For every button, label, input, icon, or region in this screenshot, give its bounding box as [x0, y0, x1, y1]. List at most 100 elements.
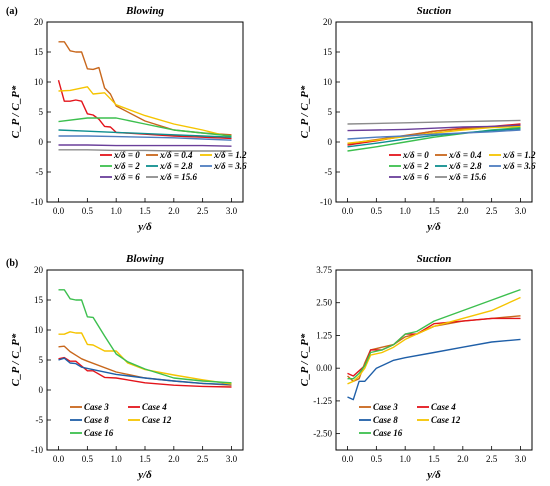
y-tick-label: -2.50: [313, 429, 332, 439]
chart-b-suction: 0.0 0.5 1.0 1.5 2.0 2.5 3.0 -2.50 -1.25 0.00 1.25 2…: [299, 253, 533, 481]
legend-label: x/δ = 0: [113, 150, 140, 160]
x-tick-label: 2.5: [197, 454, 209, 464]
chart-title: Suction: [417, 253, 452, 265]
x-axis-label: y/δ: [425, 221, 441, 233]
y-tick-label: 2.50: [316, 298, 332, 308]
x-tick-label: 0.5: [371, 206, 383, 216]
chart-b-blowing: 0.0 0.5 1.0 1.5 2.0 2.5 3.0 -10 -5 0 5 10 15 20 Blowin…: [10, 253, 244, 481]
y-tick-label: 3.75: [316, 265, 332, 275]
chart-title: Blowing: [125, 253, 164, 265]
y-tick-label: -10: [31, 445, 43, 455]
y-tick-label: 0: [39, 385, 44, 395]
y-tick-label: 10: [34, 325, 44, 335]
series-line-5: [347, 129, 521, 140]
panel-label-b: (b): [6, 258, 18, 269]
legend-label: x/δ = 1.2: [213, 150, 247, 160]
x-tick-label: 1.5: [428, 454, 440, 464]
y-tick-label: 5: [39, 107, 44, 117]
series-line-1: [58, 41, 232, 136]
legend-label: x/δ = 0.4: [448, 150, 482, 160]
series-line-5: [58, 135, 232, 141]
x-tick-label: 3.0: [226, 454, 238, 464]
x-tick-label: 1.0: [400, 206, 412, 216]
y-axis-label: C_P / C_P*: [10, 333, 22, 386]
series-line-4: [347, 288, 521, 380]
x-tick-label: 2.5: [486, 454, 498, 464]
series-line-7: [58, 149, 232, 152]
legend-label: Case 4: [142, 402, 167, 412]
legend-label: Case 8: [84, 415, 109, 425]
x-tick-label: 0.0: [342, 206, 354, 216]
y-tick-label: 15: [323, 47, 333, 57]
legend-label: x/δ = 15.6: [448, 172, 486, 182]
plot-frame: [335, 21, 533, 203]
series-line-2: [347, 125, 521, 144]
series-line-6: [347, 124, 521, 132]
series-line-6: [58, 144, 232, 147]
legend-label: Case 8: [373, 415, 398, 425]
x-tick-label: 1.5: [139, 206, 151, 216]
x-tick-label: 0.0: [342, 454, 354, 464]
x-tick-label: 2.0: [168, 206, 180, 216]
legend-label: x/δ = 1.2: [502, 150, 536, 160]
x-tick-label: 2.0: [168, 454, 180, 464]
x-tick-label: 0.0: [53, 454, 65, 464]
legend-label: Case 16: [84, 428, 114, 438]
y-tick-label: 10: [34, 77, 44, 87]
legend-label: Case 3: [84, 402, 109, 412]
y-axis-label: C_P / C_P*: [299, 333, 311, 386]
legend-label: x/δ = 6: [113, 172, 140, 182]
plot-frame: [46, 21, 244, 203]
y-axis-label: C_P / C_P*: [299, 85, 311, 138]
y-tick-label: 1.25: [316, 330, 332, 340]
series-line-4: [58, 129, 232, 138]
x-tick-label: 2.0: [457, 454, 469, 464]
chart-title: Blowing: [125, 5, 164, 17]
series-line-4: [347, 128, 521, 148]
x-tick-label: 0.5: [82, 454, 94, 464]
legend-label: Case 3: [373, 402, 398, 412]
y-tick-label: 10: [323, 77, 333, 87]
legend-label: Case 12: [431, 415, 461, 425]
legend-label: x/δ = 2.8: [448, 161, 482, 171]
legend-label: x/δ = 15.6: [159, 172, 197, 182]
series-line-0: [57, 80, 232, 140]
series-line-0: [58, 345, 232, 386]
chart-title: Suction: [417, 5, 452, 17]
y-tick-label: 20: [34, 17, 44, 27]
legend-label: x/δ = 0: [402, 150, 429, 160]
x-tick-label: 0.0: [53, 206, 65, 216]
x-tick-label: 2.5: [486, 206, 498, 216]
legend-label: x/δ = 2: [402, 161, 429, 171]
legend-label: x/δ = 2.8: [159, 161, 193, 171]
series-line-2: [58, 86, 232, 138]
legend-label: Case 4: [431, 402, 456, 412]
series-line-2: [347, 338, 521, 401]
y-tick-label: -1.25: [313, 396, 332, 406]
x-tick-label: 1.5: [139, 454, 151, 464]
y-tick-label: 0: [328, 137, 333, 147]
x-tick-label: 3.0: [515, 454, 527, 464]
y-tick-label: 5: [39, 355, 44, 365]
x-tick-label: 3.0: [515, 206, 527, 216]
y-tick-label: -10: [31, 197, 43, 207]
legend-label: Case 12: [142, 415, 172, 425]
y-tick-label: -5: [36, 415, 44, 425]
series-line-3: [58, 117, 232, 137]
legend-label: x/δ = 3.6: [502, 161, 536, 171]
y-tick-label: 20: [323, 17, 333, 27]
chart-a-blowing: 0.0 0.5 1.0 1.5 2.0 2.5 3.0 -10 -5 0 5 10 15 20 Blowin…: [10, 5, 247, 233]
series-line-7: [347, 119, 521, 125]
x-tick-label: 1.0: [111, 206, 123, 216]
y-tick-label: 0: [39, 137, 44, 147]
legend-label: Case 16: [373, 428, 403, 438]
chart-a-suction: 0.0 0.5 1.0 1.5 2.0 2.5 3.0 -10 -5 0 5 10 15 20 Suctio…: [299, 5, 536, 233]
x-tick-label: 1.0: [400, 454, 412, 464]
x-tick-label: 0.5: [82, 206, 94, 216]
series-line-3: [347, 296, 521, 385]
x-tick-label: 2.5: [197, 206, 209, 216]
x-axis-label: y/δ: [136, 469, 152, 481]
legend-label: x/δ = 0.4: [159, 150, 193, 160]
series-line-3: [58, 331, 232, 385]
